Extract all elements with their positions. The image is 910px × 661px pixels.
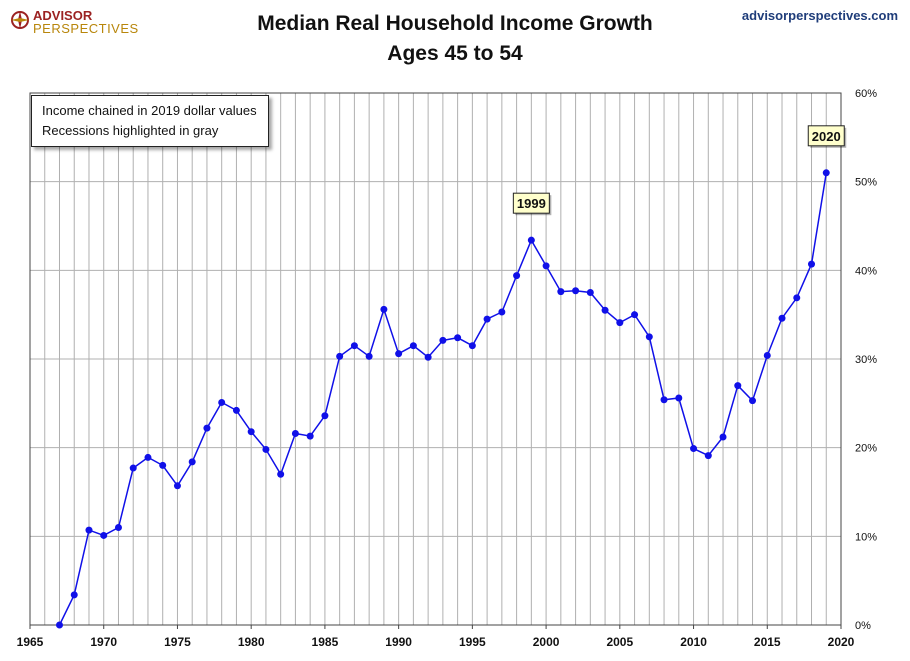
data-point — [291, 429, 299, 437]
y-tick-label: 10% — [855, 531, 877, 543]
data-point — [690, 445, 698, 453]
data-point — [55, 621, 63, 629]
callout-label: 1999 — [517, 196, 546, 211]
y-tick-label: 0% — [855, 620, 871, 632]
data-point — [645, 333, 653, 341]
logo-text-perspectives: PERSPECTIVES — [33, 21, 139, 36]
data-point — [498, 308, 506, 316]
data-point — [631, 311, 639, 319]
data-point — [173, 482, 181, 490]
data-point — [365, 352, 373, 360]
chart-subtitle: Ages 45 to 54 — [387, 42, 523, 65]
data-point — [321, 412, 329, 420]
callout-label: 2020 — [812, 129, 841, 144]
data-point — [350, 342, 358, 350]
data-point — [188, 458, 196, 466]
y-tick-label: 50% — [855, 177, 877, 189]
data-point — [306, 432, 314, 440]
data-point — [114, 523, 122, 531]
advisor-perspectives-logo: ADVISOR PERSPECTIVES — [8, 7, 138, 37]
note-dollar-values: Income chained in 2019 dollar values — [42, 103, 257, 118]
data-point — [778, 314, 786, 322]
data-point — [439, 336, 447, 344]
data-point — [763, 351, 771, 359]
data-point — [159, 461, 167, 469]
data-point — [557, 288, 565, 296]
data-point — [395, 350, 403, 358]
data-point — [70, 591, 78, 599]
data-point — [203, 424, 211, 432]
data-point — [218, 398, 226, 406]
data-point — [749, 397, 757, 405]
y-tick-label: 20% — [855, 443, 877, 455]
x-tick-label: 1990 — [385, 635, 412, 649]
data-point — [468, 342, 476, 350]
data-point — [808, 260, 816, 268]
data-point — [601, 306, 609, 314]
logo-text-advisor: ADVISOR — [33, 8, 93, 23]
data-point — [675, 394, 683, 402]
data-point — [144, 453, 152, 461]
x-tick-label: 1985 — [312, 635, 339, 649]
data-point — [454, 334, 462, 342]
callout-box — [512, 192, 550, 214]
x-tick-label: 1995 — [459, 635, 486, 649]
x-tick-label: 2005 — [606, 635, 633, 649]
site-url[interactable]: advisorperspectives.com — [741, 8, 898, 23]
x-tick-label: 1970 — [90, 635, 117, 649]
note-recessions: Recessions highlighted in gray — [42, 123, 219, 138]
x-tick-label: 2015 — [754, 635, 781, 649]
x-tick-label: 2020 — [828, 635, 855, 649]
data-point — [734, 382, 742, 390]
data-point — [483, 315, 491, 323]
data-point — [380, 305, 388, 313]
y-tick-label: 60% — [855, 88, 877, 100]
x-tick-label: 2010 — [680, 635, 707, 649]
data-point — [616, 319, 624, 327]
y-tick-label: 40% — [855, 265, 877, 277]
data-point — [277, 470, 285, 478]
data-point — [513, 272, 521, 280]
data-point — [660, 396, 668, 404]
data-point — [572, 287, 580, 295]
data-point — [100, 531, 108, 539]
x-tick-label: 2000 — [533, 635, 560, 649]
x-tick-label: 1980 — [238, 635, 265, 649]
data-point — [793, 294, 801, 302]
y-tick-label: 30% — [855, 354, 877, 366]
x-tick-label: 1965 — [17, 635, 44, 649]
plot-border — [29, 92, 842, 626]
data-point — [232, 406, 240, 414]
data-point — [262, 445, 270, 453]
compass-logo-icon — [11, 11, 29, 29]
data-point — [424, 353, 432, 361]
data-point — [542, 262, 550, 270]
data-point — [336, 352, 344, 360]
data-point — [704, 452, 712, 460]
data-point — [527, 236, 535, 244]
x-tick-label: 1975 — [164, 635, 191, 649]
data-point — [247, 428, 255, 436]
notes-box: Income chained in 2019 dollar values Rec… — [31, 95, 269, 147]
data-point — [719, 433, 727, 441]
data-point — [409, 342, 417, 350]
chart-title: Median Real Household Income Growth — [257, 12, 653, 35]
data-point — [85, 526, 93, 534]
data-point — [586, 289, 594, 296]
callout-box — [807, 125, 845, 147]
data-point — [129, 464, 137, 472]
data-point — [822, 169, 830, 177]
